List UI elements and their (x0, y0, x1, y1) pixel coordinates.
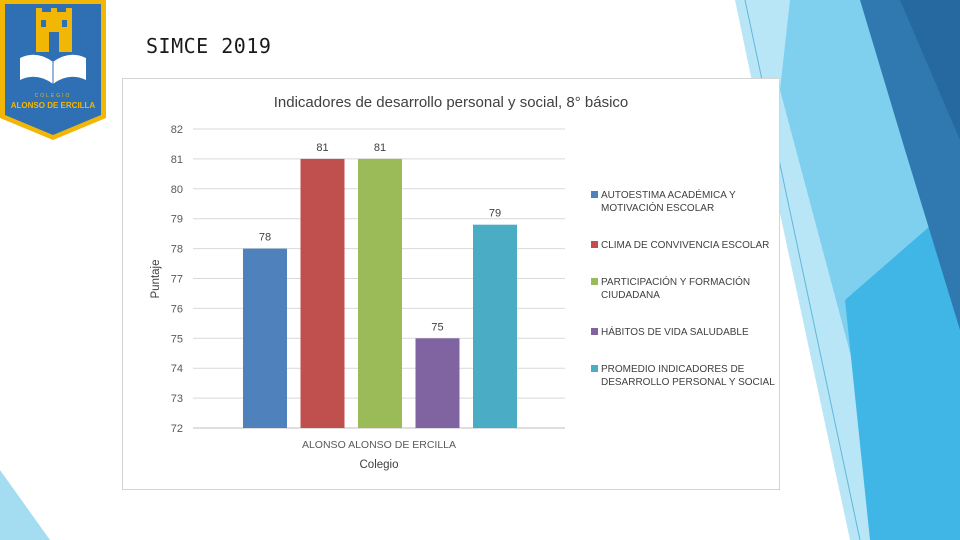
bar (358, 158, 402, 428)
legend-swatch (591, 328, 598, 335)
chart-legend: AUTOESTIMA ACADÉMICA Y MOTIVACIÓN ESCOLAR… (591, 188, 775, 388)
data-label: 78 (259, 232, 271, 244)
y-axis-ticks: 72 73 74 75 76 77 78 79 80 81 82 (171, 124, 183, 435)
bar (473, 224, 517, 428)
y-tick-label: 80 (171, 184, 183, 196)
y-tick-label: 82 (171, 124, 183, 136)
chart-title: Indicadores de desarrollo personal y soc… (274, 94, 629, 111)
bar-chart: Indicadores de desarrollo personal y soc… (150, 94, 775, 471)
x-category-label: ALONSO ALONSO DE ERCILLA (302, 439, 456, 451)
legend-entry: PROMEDIO INDICADORES DE DESARROLLO PERSON… (601, 364, 775, 388)
legend-swatch (591, 241, 598, 248)
slide-title: SIMCE 2019 (146, 34, 272, 58)
y-tick-label: 72 (171, 423, 183, 435)
legend-swatch (591, 278, 598, 285)
deco-facet-left-bottom (0, 470, 50, 540)
y-tick-label: 74 (171, 363, 183, 375)
y-tick-label: 75 (171, 333, 183, 345)
bar (415, 338, 460, 428)
bars (243, 158, 517, 428)
deco-facet-bright (845, 200, 960, 540)
bar (300, 158, 345, 428)
y-tick-label: 78 (171, 244, 183, 256)
logo-text-top: COLEGIO (35, 93, 72, 99)
data-label: 79 (489, 208, 501, 220)
legend-entry: AUTOESTIMA ACADÉMICA Y MOTIVACIÓN ESCOLAR (601, 188, 736, 214)
legend-swatch (591, 365, 598, 372)
chart-frame: Indicadores de desarrollo personal y soc… (122, 78, 780, 490)
legend-entry: PARTICIPACIÓN Y FORMACIÓN CIUDADANA (601, 275, 750, 301)
y-tick-label: 73 (171, 393, 183, 405)
y-tick-label: 77 (171, 274, 183, 286)
data-labels: 78 81 81 75 79 (259, 142, 501, 333)
x-axis-title: Colegio (360, 459, 399, 471)
y-axis-title: Puntaje (150, 259, 162, 298)
legend-entry: HÁBITOS DE VIDA SALUDABLE (601, 325, 749, 338)
deco-facet-darker (900, 0, 960, 140)
legend-swatch (591, 191, 598, 198)
y-tick-label: 81 (171, 154, 183, 166)
data-label: 75 (431, 321, 443, 333)
legend-entry: CLIMA DE CONVIVENCIA ESCOLAR (601, 240, 769, 251)
school-crest-logo: COLEGIO ALONSO DE ERCILLA (0, 0, 106, 140)
data-label: 81 (316, 142, 328, 154)
y-tick-label: 76 (171, 303, 183, 315)
logo-text-bottom: ALONSO DE ERCILLA (11, 101, 96, 110)
y-tick-label: 79 (171, 214, 183, 226)
data-label: 81 (374, 142, 386, 154)
bar (243, 248, 287, 428)
deco-facet-dark (860, 0, 960, 330)
